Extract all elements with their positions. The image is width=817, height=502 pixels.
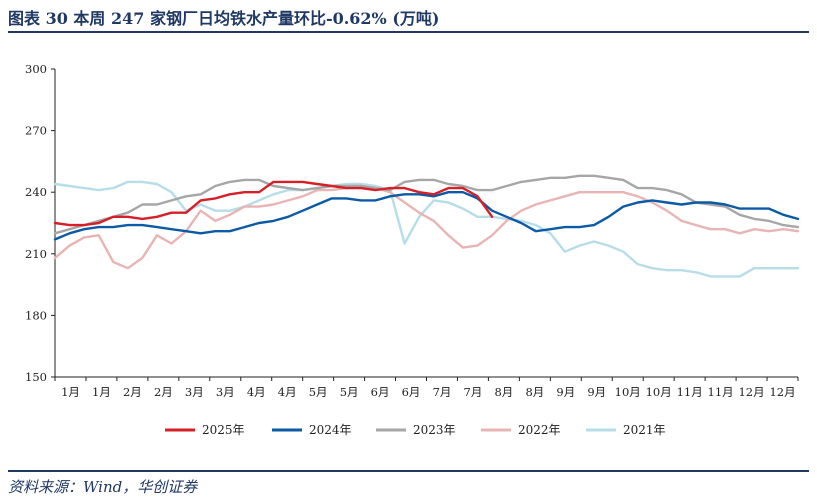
x-tick-label: 8月 bbox=[494, 385, 513, 399]
y-tick-label: 270 bbox=[25, 124, 47, 138]
x-tick-label: 5月 bbox=[340, 385, 359, 399]
x-tick-label: 7月 bbox=[433, 385, 452, 399]
x-tick-label: 9月 bbox=[556, 385, 575, 399]
x-tick-label: 7月 bbox=[464, 385, 483, 399]
legend-label: 2022年 bbox=[518, 423, 561, 437]
x-tick-label: 3月 bbox=[185, 385, 204, 399]
x-tick-label: 1月 bbox=[92, 385, 111, 399]
x-tick-label: 6月 bbox=[402, 385, 421, 399]
x-tick-label: 2月 bbox=[123, 385, 142, 399]
x-tick-label: 10月 bbox=[615, 385, 641, 399]
x-tick-label: 2月 bbox=[154, 385, 173, 399]
series-line-2023年 bbox=[53, 174, 800, 235]
chart-title: 图表 30 本周 247 家钢厂日均铁水产量环比-0.62% (万吨) bbox=[8, 9, 440, 28]
legend-label: 2025年 bbox=[202, 423, 245, 437]
series-line-2021年 bbox=[53, 180, 800, 278]
x-tick-label: 6月 bbox=[371, 385, 390, 399]
x-tick-label: 12月 bbox=[769, 385, 795, 399]
legend-label: 2023年 bbox=[413, 423, 456, 437]
legend-label: 2024年 bbox=[309, 423, 352, 437]
y-tick-label: 300 bbox=[25, 62, 47, 76]
series-line-2024年 bbox=[53, 190, 800, 241]
x-tick-label: 11月 bbox=[708, 385, 734, 399]
bottom-rule bbox=[8, 470, 809, 472]
x-tick-label: 3月 bbox=[216, 385, 235, 399]
source-note: 资料来源：Wind，华创证券 bbox=[8, 478, 198, 496]
legend-label: 2021年 bbox=[623, 423, 666, 437]
x-tick-label: 4月 bbox=[278, 385, 297, 399]
x-tick-label: 9月 bbox=[587, 385, 606, 399]
x-tick-label: 5月 bbox=[309, 385, 328, 399]
top-rule bbox=[8, 31, 809, 33]
y-tick-label: 150 bbox=[25, 370, 47, 384]
x-tick-label: 11月 bbox=[677, 385, 703, 399]
x-tick-label: 1月 bbox=[61, 385, 80, 399]
x-tick-label: 8月 bbox=[525, 385, 544, 399]
x-tick-label: 10月 bbox=[646, 385, 672, 399]
x-tick-label: 4月 bbox=[247, 385, 266, 399]
x-tick-label: 12月 bbox=[738, 385, 764, 399]
series-line-2025年 bbox=[53, 180, 494, 227]
y-tick-label: 210 bbox=[25, 247, 47, 261]
series-line-2022年 bbox=[53, 184, 800, 270]
y-tick-label: 240 bbox=[25, 185, 47, 199]
y-tick-label: 180 bbox=[25, 308, 47, 322]
